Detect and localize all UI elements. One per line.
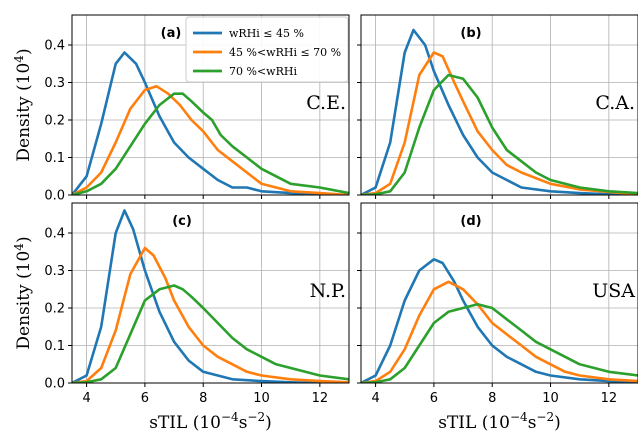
series-line-1 bbox=[72, 51, 349, 195]
legend-entry-3: 70 %<wRHi bbox=[229, 65, 297, 78]
x-tick-label: 12 bbox=[601, 391, 618, 406]
x-axis-label: sTIL (10−4s−2) bbox=[149, 410, 272, 433]
panel-c: 4 6 8 10 12 0.0 0.1 0.2 0.3 0.4 (c) N.P. bbox=[44, 202, 350, 406]
x-axis-label-part: −4 bbox=[510, 410, 528, 424]
y-tick-label: 0.2 bbox=[44, 114, 65, 129]
y-axis-label-exp: 4 bbox=[12, 243, 26, 251]
panel-letter: (a) bbox=[161, 26, 182, 41]
x-axis-label-part: sTIL (10 bbox=[438, 413, 510, 433]
x-tick-label: 6 bbox=[430, 391, 438, 406]
series-line-1 bbox=[361, 258, 638, 383]
x-axis-label-part: sTIL (10 bbox=[149, 413, 221, 433]
y-axis-label-exp: 4 bbox=[12, 55, 26, 63]
y-axis-label-main: Density (10 bbox=[14, 251, 34, 350]
y-tick-label: 0.0 bbox=[44, 377, 65, 392]
region-label: USA bbox=[592, 280, 635, 302]
y-tick-label: 0.1 bbox=[44, 339, 65, 354]
region-label: C.A. bbox=[595, 92, 635, 114]
x-tick-label: 12 bbox=[312, 391, 329, 406]
panel-letter: (b) bbox=[460, 26, 481, 41]
panel-d: 4 6 8 10 12 (d) USA bbox=[357, 202, 638, 406]
y-tick-label: 0.3 bbox=[44, 264, 65, 279]
x-tick-label: 10 bbox=[542, 391, 559, 406]
series-line-3 bbox=[361, 73, 638, 195]
region-label: N.P. bbox=[310, 280, 346, 302]
legend-frame bbox=[185, 16, 349, 83]
series-line-3 bbox=[72, 92, 349, 195]
panel-frame bbox=[360, 202, 638, 384]
y-tick-label: 0.2 bbox=[44, 302, 65, 317]
series-line-3 bbox=[361, 303, 638, 383]
legend-entry-2: 45 %<wRHi ≤ 70 % bbox=[229, 46, 341, 59]
x-tick-label: 8 bbox=[199, 391, 207, 406]
x-tick-label: 8 bbox=[488, 391, 496, 406]
x-axis-label-part: −4 bbox=[221, 410, 239, 424]
series-line-3 bbox=[72, 284, 349, 383]
x-axis-label-part: ) bbox=[265, 413, 272, 433]
x-tick-label: 4 bbox=[82, 391, 90, 406]
panel-b: (b) C.A. bbox=[357, 14, 638, 199]
y-axis-label-main: Density (10 bbox=[14, 63, 34, 162]
series-line-2 bbox=[72, 85, 349, 195]
y-tick-label: 0.3 bbox=[44, 76, 65, 91]
y-axis-label-end: ) bbox=[14, 48, 34, 55]
panel-frame bbox=[71, 14, 350, 196]
x-tick-label: 4 bbox=[371, 391, 379, 406]
series-line-1 bbox=[72, 209, 349, 383]
x-tick-label: 10 bbox=[253, 391, 270, 406]
y-axis-label-end: ) bbox=[14, 236, 34, 243]
x-axis-label: sTIL (10−4s−2) bbox=[438, 410, 561, 433]
panel-letter: (d) bbox=[460, 214, 481, 229]
y-axis-label: Density (104) bbox=[12, 48, 34, 161]
y-tick-label: 0.1 bbox=[44, 151, 65, 166]
legend: wRHi ≤ 45 % 45 %<wRHi ≤ 70 % 70 %<wRHi bbox=[185, 16, 349, 83]
x-axis-label-part: s bbox=[239, 413, 248, 433]
series-line-2 bbox=[361, 280, 638, 383]
x-axis-label-part: −2 bbox=[536, 410, 554, 424]
series-line-2 bbox=[361, 51, 638, 195]
x-tick-label: 6 bbox=[141, 391, 149, 406]
y-tick-label: 0.4 bbox=[44, 227, 65, 242]
series-line-1 bbox=[361, 28, 638, 195]
panel-letter: (c) bbox=[172, 214, 192, 229]
y-axis-label: Density (104) bbox=[12, 236, 34, 349]
y-tick-label: 0.4 bbox=[44, 39, 65, 54]
legend-entry-1: wRHi ≤ 45 % bbox=[229, 27, 304, 40]
panel-frame bbox=[360, 14, 638, 196]
series-line-2 bbox=[72, 246, 349, 383]
panel-frame bbox=[71, 202, 350, 384]
region-label: C.E. bbox=[306, 92, 346, 114]
x-axis-label-part: s bbox=[528, 413, 537, 433]
x-axis-label-part: −2 bbox=[247, 410, 265, 424]
x-axis-label-part: ) bbox=[554, 413, 561, 433]
y-tick-label: 0.0 bbox=[44, 189, 65, 204]
panel-a: 0.0 0.1 0.2 0.3 0.4 (a) C.E. bbox=[44, 14, 350, 204]
